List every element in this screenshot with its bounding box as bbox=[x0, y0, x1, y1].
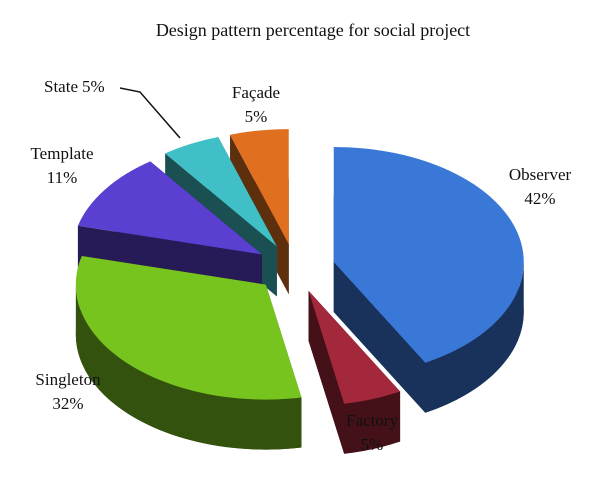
slice bbox=[77, 161, 262, 255]
slice-side bbox=[308, 290, 345, 454]
value-label: 11% bbox=[47, 168, 78, 187]
value-label: 32% bbox=[52, 394, 83, 413]
slice-label: Façade bbox=[232, 83, 280, 102]
slice-label: Factory bbox=[346, 411, 398, 430]
chart-title: Design pattern percentage for social pro… bbox=[156, 20, 470, 40]
slice bbox=[165, 137, 277, 247]
slice-side bbox=[333, 261, 426, 413]
slice-label: State bbox=[44, 77, 78, 96]
slice-side bbox=[425, 261, 524, 413]
value-label: 5% bbox=[361, 435, 384, 454]
slice-label: Singleton bbox=[35, 370, 101, 389]
value-label: 5% bbox=[82, 77, 105, 96]
slice-side bbox=[344, 391, 401, 454]
slice bbox=[75, 255, 302, 400]
slice bbox=[333, 146, 524, 363]
leader-line bbox=[119, 87, 181, 139]
slice bbox=[230, 129, 289, 245]
slice-label: Template bbox=[30, 144, 93, 163]
value-label: 5% bbox=[245, 107, 268, 126]
slice bbox=[308, 290, 401, 404]
slice-label: Observer bbox=[509, 165, 572, 184]
slice-side bbox=[75, 284, 302, 450]
value-label: 42% bbox=[524, 189, 555, 208]
